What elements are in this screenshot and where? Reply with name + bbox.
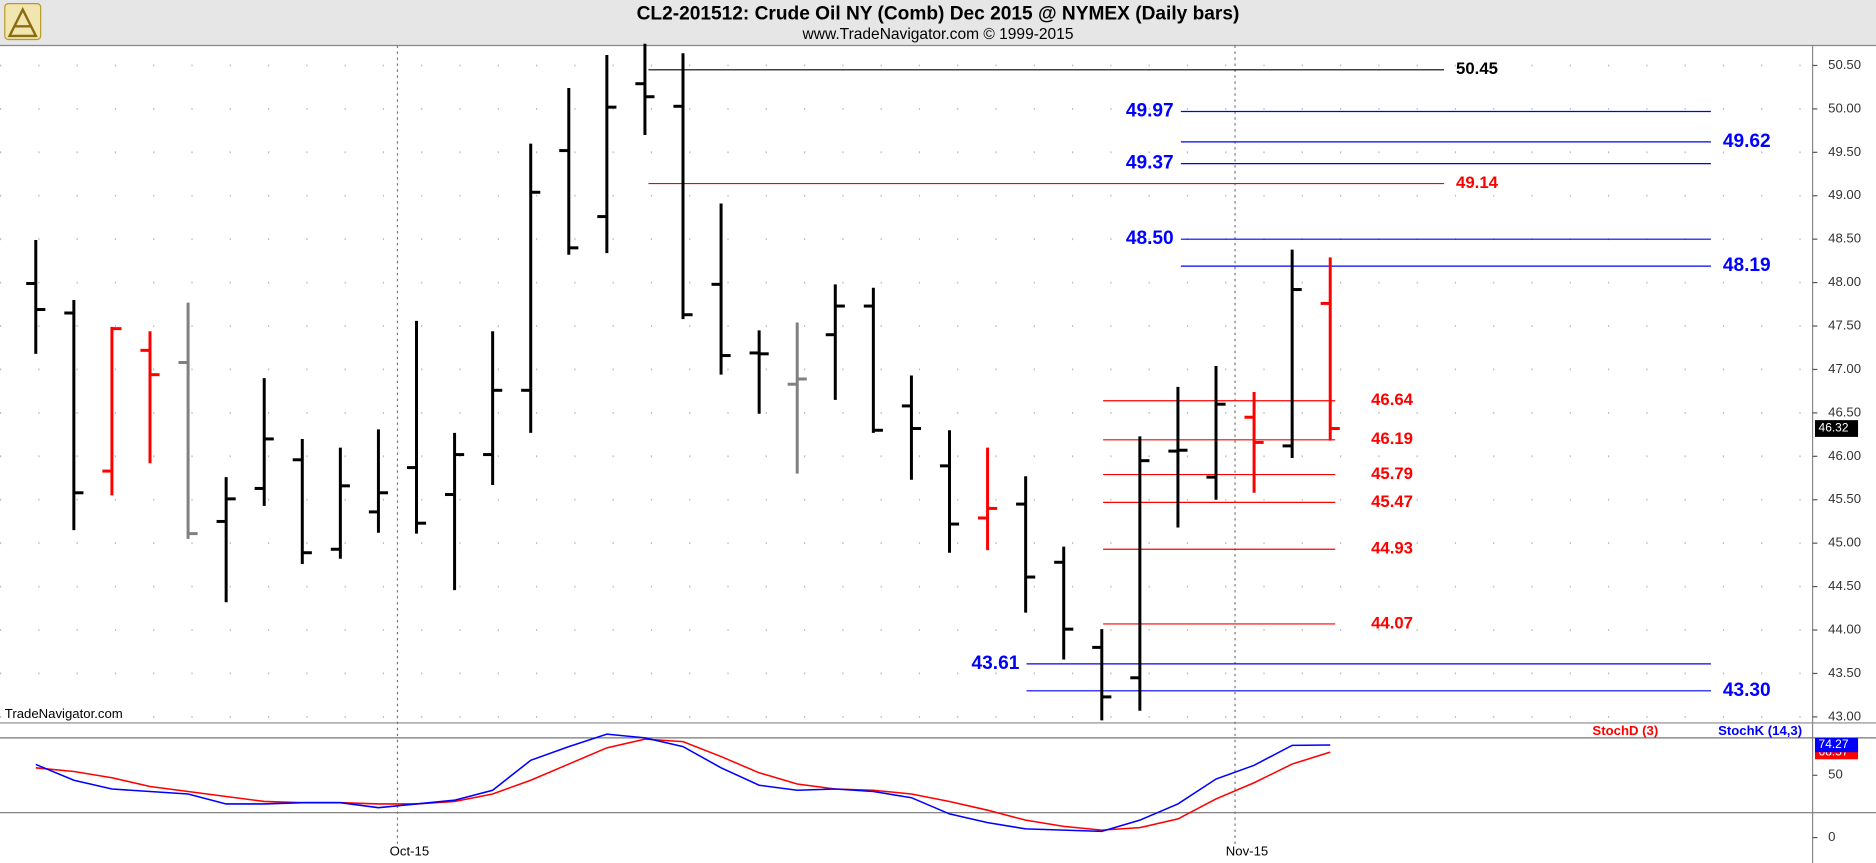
- logo: [4, 2, 42, 41]
- last-value-label: 74.27: [1819, 737, 1849, 751]
- y-tick-label: 44.00: [1828, 621, 1861, 636]
- y-tick-label: 50: [1828, 767, 1843, 782]
- y-tick-label: 46.50: [1828, 404, 1861, 419]
- y-tick-label: 43.00: [1828, 708, 1861, 723]
- level-label: 45.79: [1371, 464, 1413, 483]
- y-tick-label: 50.00: [1828, 100, 1861, 115]
- level-label: 46.19: [1371, 429, 1413, 448]
- level-label: 44.07: [1371, 613, 1413, 632]
- watermark: TradeNavigator.com: [5, 706, 123, 721]
- level-label: 49.62: [1723, 131, 1771, 152]
- y-tick-label: 47.00: [1828, 361, 1861, 376]
- level-label: 50.45: [1456, 59, 1498, 78]
- y-tick-label: 48.00: [1828, 274, 1861, 289]
- stoch-line: [35, 738, 1331, 831]
- y-tick-label: 50.50: [1828, 57, 1861, 72]
- level-label: 44.93: [1371, 539, 1413, 558]
- last-value-tag: [1814, 737, 1859, 753]
- y-tick-label: 48.50: [1828, 231, 1861, 246]
- plot-bg: [0, 45, 1813, 863]
- legend-entry: StochD (3): [1592, 723, 1658, 738]
- y-tick-label: 49.50: [1828, 144, 1861, 159]
- legend-entry: StochK (14,3): [1718, 723, 1802, 738]
- level-label: 49.37: [1126, 153, 1174, 174]
- y-tick-label: 44.50: [1828, 578, 1861, 593]
- level-label: 45.47: [1371, 492, 1413, 511]
- y-tick-label: 45.50: [1828, 491, 1861, 506]
- last-price-label: 46.32: [1819, 421, 1849, 435]
- last-price-tag: [1814, 420, 1859, 437]
- y-tick-label: 43.50: [1828, 665, 1861, 680]
- level-label: 48.50: [1126, 228, 1174, 249]
- y-tick-label: 47.50: [1828, 317, 1861, 332]
- x-tick-label: Oct-15: [390, 844, 429, 859]
- level-label: 48.19: [1723, 255, 1771, 276]
- level-label: 49.97: [1126, 101, 1174, 122]
- level-label: 46.64: [1371, 390, 1414, 409]
- x-tick-label: Nov-15: [1226, 844, 1268, 859]
- header-bg: [0, 0, 1876, 46]
- stoch-line: [35, 733, 1331, 833]
- y-tick-label: 0: [1828, 829, 1835, 844]
- y-tick-label: 45.00: [1828, 535, 1861, 550]
- y-tick-label: 49.00: [1828, 187, 1861, 202]
- y-tick-label: 46.00: [1828, 448, 1861, 463]
- level-label: 49.14: [1456, 173, 1499, 192]
- chart-title: CL2-201512: Crude Oil NY (Comb) Dec 2015…: [637, 3, 1240, 24]
- level-label: 43.61: [972, 653, 1020, 674]
- level-label: 43.30: [1723, 680, 1771, 701]
- chart-subtitle: www.TradeNavigator.com © 1999-2015: [802, 26, 1074, 43]
